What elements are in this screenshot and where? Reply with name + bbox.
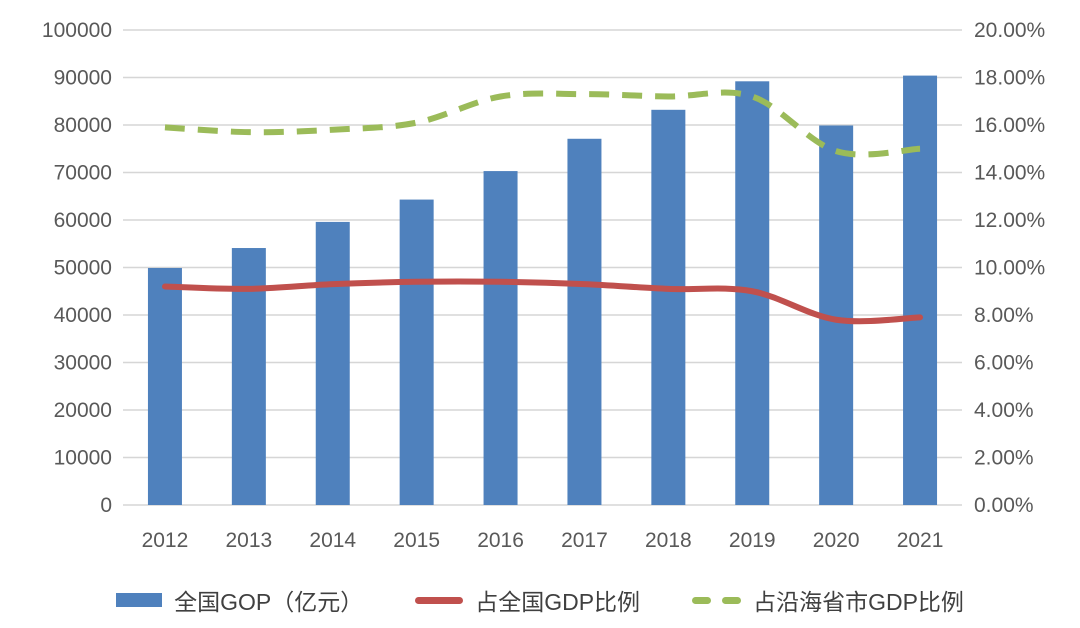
legend-item-national-ratio: 占全国GDP比例 — [415, 583, 640, 617]
y-axis-right-tick-label: 0.00% — [974, 494, 1034, 517]
bar — [399, 199, 434, 505]
legend-label-coastal-ratio: 占沿海省市GDP比例 — [753, 589, 964, 615]
solid-line-series — [161, 278, 924, 325]
legend-item-gop: 全国GOP（亿元） — [116, 583, 363, 617]
x-axis-label: 2012 — [142, 529, 189, 552]
bar — [651, 109, 686, 506]
y-axis-right-tick-label: 4.00% — [974, 399, 1034, 422]
legend-item-coastal-ratio: 占沿海省市GDP比例 — [692, 583, 964, 617]
bar-series-swatch — [116, 593, 163, 607]
y-axis-left-tick-label: 30000 — [54, 352, 112, 375]
y-axis-right-tick-label: 8.00% — [974, 304, 1034, 327]
x-axis-label: 2013 — [225, 529, 272, 552]
dashed-line-swatch — [692, 596, 742, 604]
x-axis-label: 2021 — [897, 529, 944, 552]
y-axis-left-tick-label: 20000 — [54, 399, 112, 422]
x-axis-label: 2018 — [645, 529, 692, 552]
x-axis-label: 2016 — [477, 529, 524, 552]
y-axis-left-tick-label: 0 — [100, 494, 112, 517]
legend-label-gop: 全国GOP（亿元） — [174, 589, 364, 615]
x-axis-label: 2014 — [309, 529, 356, 552]
y-axis-right-tick-label: 2.00% — [974, 447, 1034, 470]
y-axis-right-tick-label: 10.00% — [974, 257, 1045, 280]
bar — [147, 267, 182, 505]
y-axis-left-tick-label: 90000 — [54, 67, 112, 90]
y-axis-left-tick-label: 40000 — [54, 304, 112, 327]
legend-label-national-ratio: 占全国GDP比例 — [475, 589, 641, 615]
y-axis-left-tick-label: 70000 — [54, 162, 112, 185]
bar — [903, 75, 938, 505]
y-axis-right-tick-label: 18.00% — [974, 67, 1045, 90]
x-axis-label: 2020 — [813, 529, 860, 552]
y-axis-right-tick-label: 12.00% — [974, 209, 1045, 232]
x-axis-label: 2017 — [561, 529, 608, 552]
x-axis-label: 2019 — [729, 529, 776, 552]
y-axis-left-tick-label: 60000 — [54, 209, 112, 232]
x-axis-label: 2015 — [393, 529, 440, 552]
bar — [567, 138, 602, 505]
y-axis-right-tick-label: 6.00% — [974, 352, 1034, 375]
y-axis-left-tick-label: 50000 — [54, 257, 112, 280]
y-axis-right-tick-label: 14.00% — [974, 162, 1045, 185]
y-axis-right-tick-label: 20.00% — [974, 19, 1045, 42]
bar — [483, 171, 518, 505]
chart-legend: 全国GOP（亿元） 占全国GDP比例 占沿海省市GDP比例 — [0, 578, 1080, 622]
y-axis-left-tick-label: 100000 — [42, 19, 112, 42]
bar — [315, 221, 350, 505]
y-axis-left-tick-label: 10000 — [54, 447, 112, 470]
solid-line-swatch — [415, 596, 464, 604]
dashed-line-series — [164, 89, 921, 158]
chart-canvas: 0 0.00% 10000 2.00% 20000 4.00% 30000 6.00% 4000… — [42, 19, 1045, 552]
y-axis-right-tick-label: 16.00% — [974, 114, 1045, 137]
y-axis-left-tick-label: 80000 — [54, 114, 112, 137]
